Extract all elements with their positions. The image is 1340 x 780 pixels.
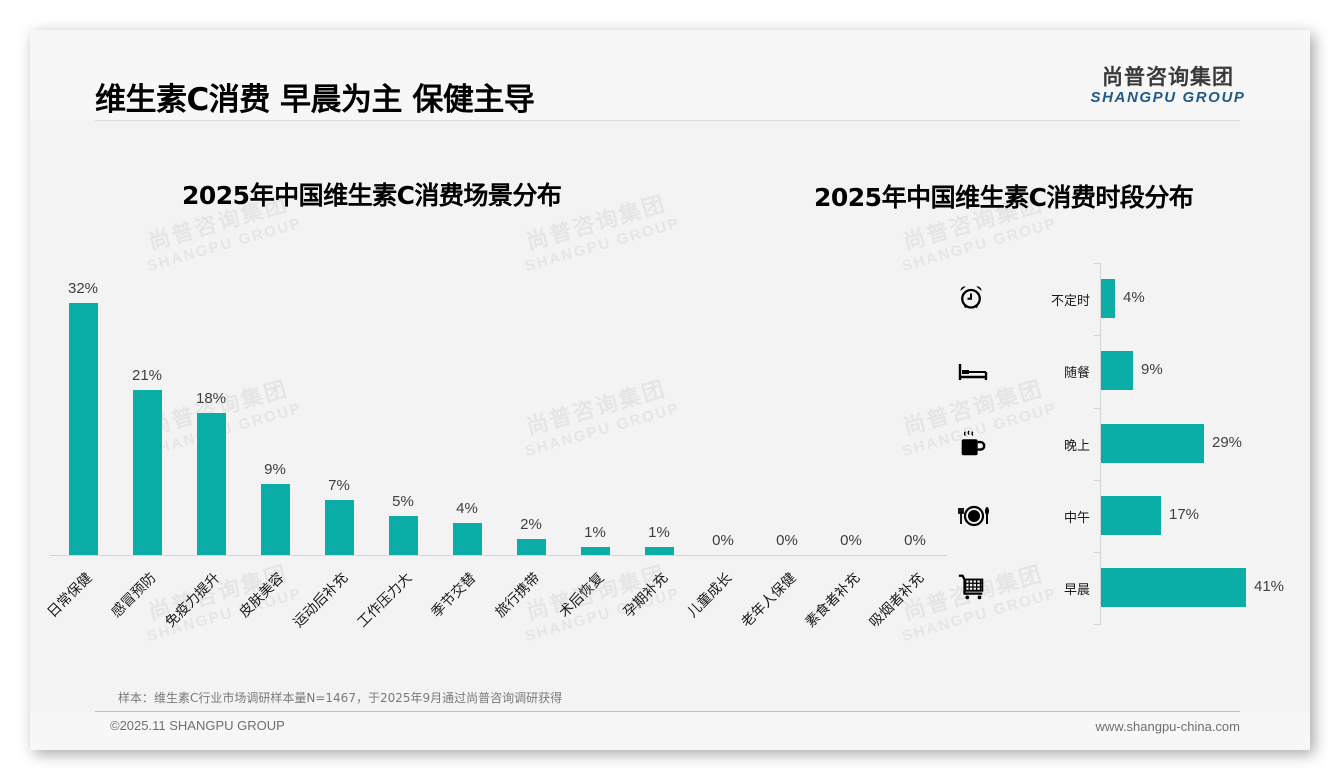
data-label: 0% <box>904 532 926 549</box>
category-label: 皮肤美容 <box>236 570 288 621</box>
bar <box>132 390 162 555</box>
bar <box>324 500 354 555</box>
category-label: 早晨 <box>1063 583 1090 598</box>
bar <box>1101 568 1246 607</box>
data-label: 1% <box>648 524 670 541</box>
category-label: 运动后补充 <box>290 570 352 631</box>
plate-cutlery-icon <box>957 500 989 532</box>
footer-divider <box>95 711 1240 712</box>
bar <box>452 523 482 555</box>
data-label: 18% <box>195 390 227 407</box>
axis-tick <box>1094 480 1100 481</box>
axis-tick <box>1094 408 1100 409</box>
category-label: 感冒预防 <box>108 570 160 621</box>
page-title: 维生素C消费 早晨为主 保健主导 <box>95 82 535 118</box>
header-band <box>30 30 1310 120</box>
category-label: 免疫力提升 <box>162 570 224 631</box>
slide: 维生素C消费 早晨为主 保健主导 尚普咨询集团 SHANGPU GROUP 尚普… <box>30 30 1310 750</box>
axis-tick <box>1094 624 1100 625</box>
data-label: 0% <box>712 532 734 549</box>
category-label: 不定时 <box>1050 294 1090 309</box>
data-label: 21% <box>131 367 163 384</box>
category-label: 季节交替 <box>428 570 480 621</box>
data-label: 29% <box>1212 434 1243 451</box>
category-label: 工作压力大 <box>354 570 416 631</box>
sample-note: 样本：维生素C行业市场调研样本量N=1467，于2025年9月通过尚普咨询调研获… <box>118 691 563 705</box>
bar <box>260 484 290 555</box>
bed-icon <box>957 355 989 387</box>
title-divider <box>95 120 1240 121</box>
data-label: 9% <box>264 461 286 478</box>
bar <box>580 547 610 555</box>
category-label: 素食者补充 <box>802 570 864 631</box>
bar <box>516 539 546 555</box>
data-label: 7% <box>328 477 350 494</box>
category-label: 老年人保健 <box>738 570 800 631</box>
category-label: 随餐 <box>1063 366 1090 381</box>
bar <box>388 516 418 555</box>
logo-en: SHANGPU GROUP <box>1090 89 1246 106</box>
hot-coffee-icon <box>957 428 989 460</box>
category-label: 孕期补充 <box>620 570 672 621</box>
category-label: 术后恢复 <box>556 570 608 621</box>
bar <box>196 413 226 555</box>
category-label: 吸烟者补充 <box>866 570 928 631</box>
logo-cn: 尚普咨询集团 <box>1102 65 1234 89</box>
right-chart-title: 2025年中国维生素C消费时段分布 <box>814 183 1194 212</box>
axis-tick <box>1094 552 1100 553</box>
category-label: 儿童成长 <box>684 570 736 621</box>
data-label: 17% <box>1169 506 1200 523</box>
bar <box>1101 351 1133 390</box>
data-label: 2% <box>520 516 542 533</box>
footer-band <box>30 712 1310 750</box>
category-label: 日常保健 <box>44 570 96 621</box>
bar <box>644 547 674 555</box>
data-label: 0% <box>776 532 798 549</box>
data-label: 4% <box>1123 289 1145 306</box>
bar <box>1101 424 1204 463</box>
data-label: 5% <box>392 493 414 510</box>
axis-tick <box>1094 335 1100 336</box>
data-label: 41% <box>1254 578 1285 595</box>
bar <box>1101 279 1115 318</box>
left-chart-title: 2025年中国维生素C消费场景分布 <box>182 181 562 210</box>
data-label: 9% <box>1141 361 1163 378</box>
category-label: 旅行携带 <box>492 570 544 621</box>
category-label: 晚上 <box>1063 439 1090 454</box>
logo: 尚普咨询集团 SHANGPU GROUP <box>1088 64 1248 106</box>
scenario-bar-chart: 32% 日常保健 21% 感冒预防 18% 免疫力提升 9% 皮肤美容 7% 运动后补充 5% 工作压… <box>30 30 1310 750</box>
copyright: ©2025.11 SHANGPU GROUP <box>110 718 285 733</box>
bar <box>68 303 98 555</box>
bar <box>1101 496 1161 535</box>
y-axis-line <box>1100 263 1101 625</box>
alarm-clock-icon <box>957 283 989 315</box>
data-label: 32% <box>67 280 99 297</box>
shopping-cart-icon <box>957 572 989 604</box>
website-link[interactable]: www.shangpu-china.com <box>1095 719 1240 734</box>
category-label: 中午 <box>1063 511 1090 526</box>
data-label: 4% <box>456 500 478 517</box>
data-label: 0% <box>840 532 862 549</box>
axis-tick <box>1094 263 1100 264</box>
x-axis-line <box>50 555 947 556</box>
data-label: 1% <box>584 524 606 541</box>
